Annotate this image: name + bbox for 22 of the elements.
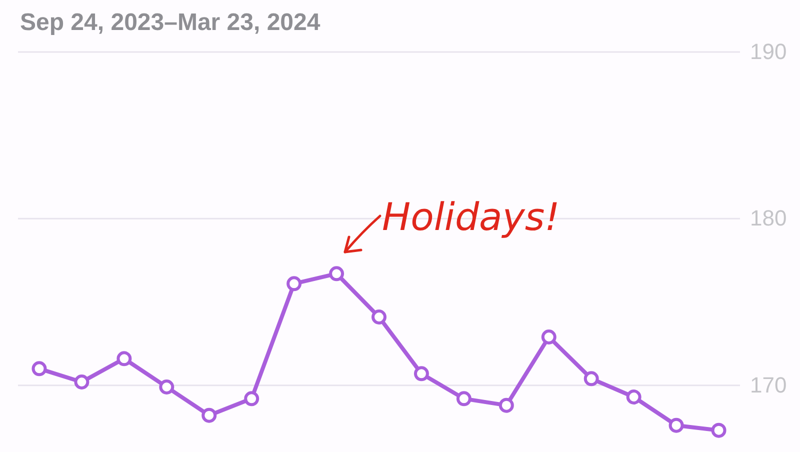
point (414, 366, 429, 382)
point (668, 418, 684, 433)
point (116, 351, 132, 366)
point (456, 391, 472, 406)
y-tick-label: 180 (750, 206, 787, 231)
point (286, 276, 302, 292)
point (329, 266, 344, 282)
point (244, 391, 260, 406)
y-tick-label: 170 (750, 372, 787, 398)
point (32, 361, 47, 376)
point (711, 422, 726, 438)
point (541, 330, 556, 344)
point (202, 408, 217, 423)
annotation: Holidays! (382, 195, 560, 239)
point (584, 371, 599, 386)
point (626, 390, 642, 404)
point (372, 310, 386, 324)
point (498, 398, 514, 413)
point (74, 374, 90, 390)
point (159, 380, 174, 394)
chart-title: Sep 24, 2023–Mar 23, 2024 (20, 9, 321, 36)
y-tick-label: 190 (750, 39, 787, 64)
